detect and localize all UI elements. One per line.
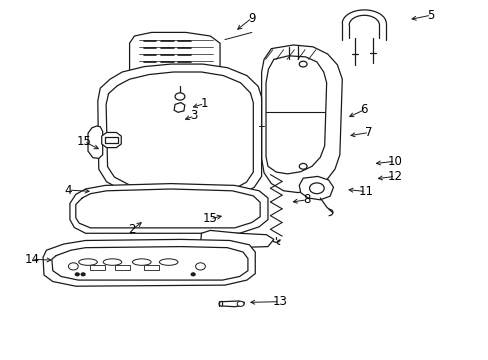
Circle shape: [68, 263, 78, 270]
Polygon shape: [200, 230, 273, 248]
Text: 4: 4: [64, 184, 72, 197]
Polygon shape: [299, 176, 333, 200]
Text: 14: 14: [24, 253, 39, 266]
Ellipse shape: [132, 259, 151, 265]
Text: 9: 9: [247, 12, 255, 24]
Ellipse shape: [159, 259, 178, 265]
Ellipse shape: [79, 259, 97, 265]
Polygon shape: [129, 32, 220, 88]
Circle shape: [195, 263, 205, 270]
Circle shape: [299, 61, 306, 67]
Circle shape: [175, 93, 184, 100]
Ellipse shape: [103, 259, 122, 265]
Text: 15: 15: [203, 212, 217, 225]
Text: 8: 8: [303, 193, 310, 206]
Polygon shape: [222, 301, 244, 307]
Polygon shape: [98, 64, 261, 200]
Text: 10: 10: [387, 155, 402, 168]
Circle shape: [75, 273, 79, 276]
Text: 15: 15: [77, 135, 91, 148]
Text: 12: 12: [387, 170, 402, 183]
Text: 7: 7: [365, 126, 372, 139]
Circle shape: [299, 163, 306, 169]
Text: 5: 5: [427, 9, 434, 22]
Text: 13: 13: [272, 295, 286, 308]
Polygon shape: [43, 239, 255, 286]
Circle shape: [191, 273, 195, 276]
Bar: [90, 265, 105, 270]
Polygon shape: [70, 184, 267, 233]
Text: 2: 2: [128, 223, 136, 236]
Circle shape: [81, 273, 85, 276]
Bar: [115, 265, 129, 270]
Bar: [144, 265, 159, 270]
Polygon shape: [261, 45, 342, 193]
Circle shape: [309, 183, 324, 194]
Polygon shape: [174, 103, 184, 112]
Text: 1: 1: [200, 97, 208, 110]
Text: 11: 11: [358, 185, 372, 198]
Text: 6: 6: [360, 103, 367, 116]
Polygon shape: [88, 126, 102, 158]
Polygon shape: [102, 132, 121, 148]
Text: 3: 3: [190, 109, 198, 122]
Circle shape: [237, 301, 244, 306]
